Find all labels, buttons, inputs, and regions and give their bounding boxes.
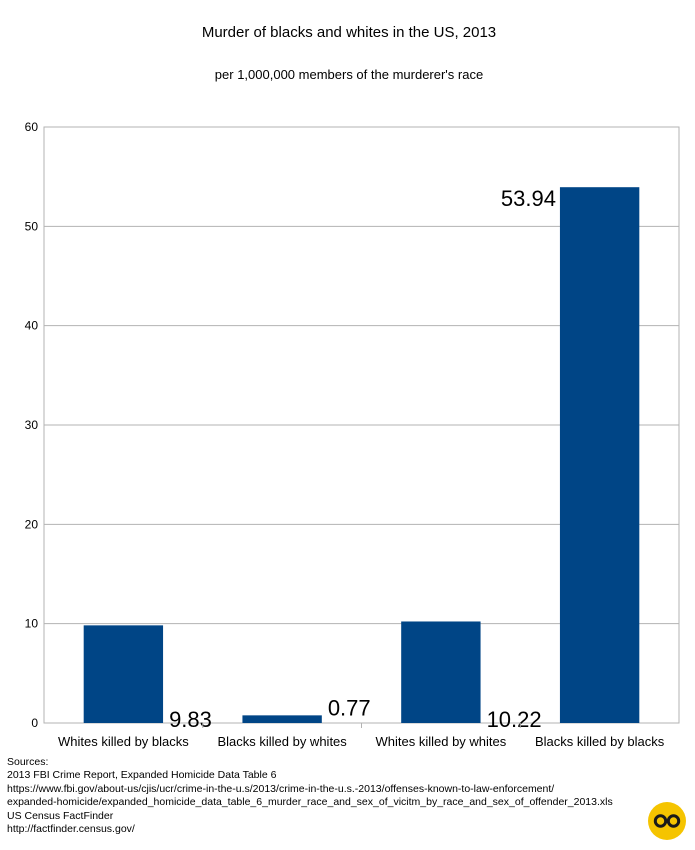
bar (559, 187, 640, 724)
bar (401, 621, 481, 723)
y-tick-label: 60 (25, 120, 39, 134)
y-tick-label: 30 (25, 418, 39, 432)
value-labels: 9.83 0.77 10.22 53.94 (169, 186, 556, 732)
x-category-label: Blacks killed by whites (217, 734, 347, 749)
source-census-url: http://factfinder.census.gov/ (7, 823, 135, 836)
y-tick-label: 10 (25, 617, 39, 631)
x-category-label: Whites killed by blacks (58, 734, 189, 749)
x-category-label: Blacks killed by blacks (535, 734, 665, 749)
value-label: 53.94 (501, 186, 556, 211)
y-tick-label: 0 (31, 716, 38, 730)
value-label: 10.22 (487, 707, 542, 732)
source-census: US Census FactFinder (7, 809, 114, 822)
x-category-label: Whites killed by whites (375, 734, 506, 749)
bar (83, 625, 164, 723)
value-label: 0.77 (328, 695, 371, 720)
source-fbi-report: 2013 FBI Crime Report, Expanded Homicide… (7, 769, 277, 782)
gridlines (43, 126, 680, 724)
value-label: 9.83 (169, 707, 212, 732)
sources-heading: Sources: (7, 756, 49, 768)
chart-title: Murder of blacks and whites in the US, 2… (202, 24, 496, 41)
y-tick-label: 20 (25, 517, 39, 531)
y-tick-label: 40 (25, 319, 39, 333)
source-fbi-url-line-2: expanded-homicide/expanded_homicide_data… (7, 796, 613, 809)
double-circle-logo-icon (648, 802, 686, 840)
source-fbi-url-line-1: https://www.fbi.gov/about-us/cjis/ucr/cr… (7, 782, 555, 795)
x-axis-categories: Whites killed by blacks Blacks killed by … (58, 723, 665, 749)
sources-block: Sources: 2013 FBI Crime Report, Expanded… (7, 756, 613, 836)
chart-subtitle: per 1,000,000 members of the murderer's … (215, 67, 483, 82)
y-axis-ticks: 0 10 20 30 40 50 60 (25, 120, 39, 730)
bars (83, 187, 640, 724)
bar (242, 715, 322, 723)
y-tick-label: 50 (25, 219, 39, 233)
